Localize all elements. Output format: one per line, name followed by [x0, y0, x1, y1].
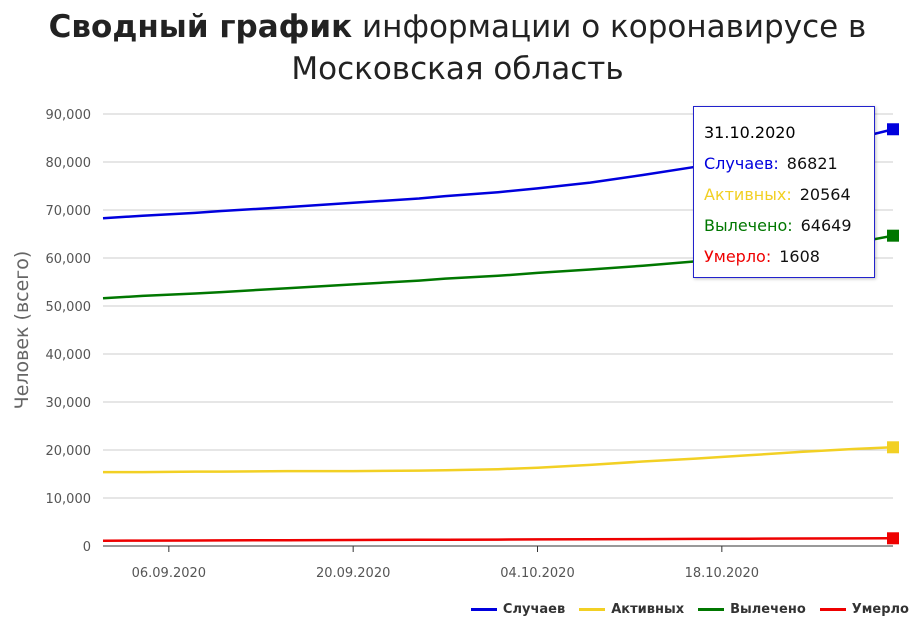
y-tick-label: 90,000 — [46, 108, 92, 123]
legend-item-cases[interactable]: Случаев — [470, 601, 566, 617]
grid-lines — [103, 113, 893, 547]
legend-label: Вылечено — [730, 601, 806, 617]
y-tick-label: 40,000 — [46, 348, 92, 363]
y-tick-label: 30,000 — [46, 396, 92, 411]
series-end-marker[interactable] — [887, 229, 899, 242]
y-axis-label: Человек (всего) — [11, 251, 33, 410]
tooltip-date: 31.10.2020 — [704, 123, 796, 142]
legend-label: Активных — [611, 601, 685, 617]
y-tick-label: 60,000 — [46, 252, 92, 267]
chart-legend: Случаев Активных Вылечено Умерло — [470, 598, 909, 620]
y-axis-ticks: 0 10,000 20,000 30,000 40,000 50,000 60,000 70,… — [46, 108, 92, 555]
tooltip-label: Вылечено: — [704, 216, 793, 235]
tooltip-label: Активных: — [704, 185, 792, 204]
tooltip-label: Умерло: — [704, 247, 772, 266]
y-tick-label: 70,000 — [46, 204, 92, 219]
legend-label: Умерло — [851, 601, 909, 617]
series-end-marker[interactable] — [887, 532, 899, 545]
tooltip-value: 20564 — [799, 185, 851, 204]
y-tick-label: 20,000 — [46, 444, 92, 459]
chart-title-bold: Сводный график — [48, 9, 353, 45]
x-tick-label: 18.10.2020 — [685, 566, 759, 581]
x-tick-label: 06.09.2020 — [132, 566, 206, 581]
x-axis-ticks: 06.09.2020 20.09.2020 04.10.2020 18.10.2020 — [132, 546, 759, 581]
tooltip-value: 86821 — [786, 154, 838, 173]
legend-label: Случаев — [502, 601, 566, 617]
series-line[interactable] — [103, 446, 894, 474]
y-tick-label: 0 — [83, 540, 91, 555]
legend-item-recovered[interactable]: Вылечено — [698, 602, 806, 617]
tooltip-row-active: Активных: 20564 — [704, 179, 864, 210]
tooltip-value: 64649 — [800, 216, 852, 235]
legend-item-active[interactable]: Активных — [579, 602, 684, 617]
tooltip-row-recovered: Вылечено: 64649 — [704, 210, 864, 241]
series-line[interactable] — [102, 537, 894, 542]
y-tick-label: 80,000 — [46, 156, 92, 171]
y-tick-label: 10,000 — [46, 492, 92, 507]
y-tick-label: 50,000 — [46, 300, 92, 315]
legend-swatch — [698, 607, 725, 611]
series-end-marker[interactable] — [887, 441, 899, 454]
x-tick-label: 20.09.2020 — [316, 566, 390, 581]
hover-tooltip: 31.10.2020 Случаев: 86821 Активных: 20564 … — [693, 106, 875, 278]
tooltip-row-deaths: Умерло: 1608 — [704, 241, 864, 272]
tooltip-label: Случаев: — [704, 154, 779, 173]
chart-title-rest: информации о коронавирусе в Московская о… — [291, 9, 867, 87]
x-tick-label: 04.10.2020 — [500, 566, 574, 581]
chart-title: Сводный график информации о коронавирусе… — [0, 6, 915, 90]
tooltip-value: 1608 — [779, 247, 820, 266]
legend-swatch — [579, 607, 606, 611]
legend-swatch — [470, 607, 497, 611]
legend-swatch — [819, 607, 846, 611]
tooltip-row-cases: Случаев: 86821 — [704, 148, 864, 179]
series-end-marker[interactable] — [887, 123, 899, 136]
legend-item-deaths[interactable]: Умерло — [819, 601, 909, 617]
